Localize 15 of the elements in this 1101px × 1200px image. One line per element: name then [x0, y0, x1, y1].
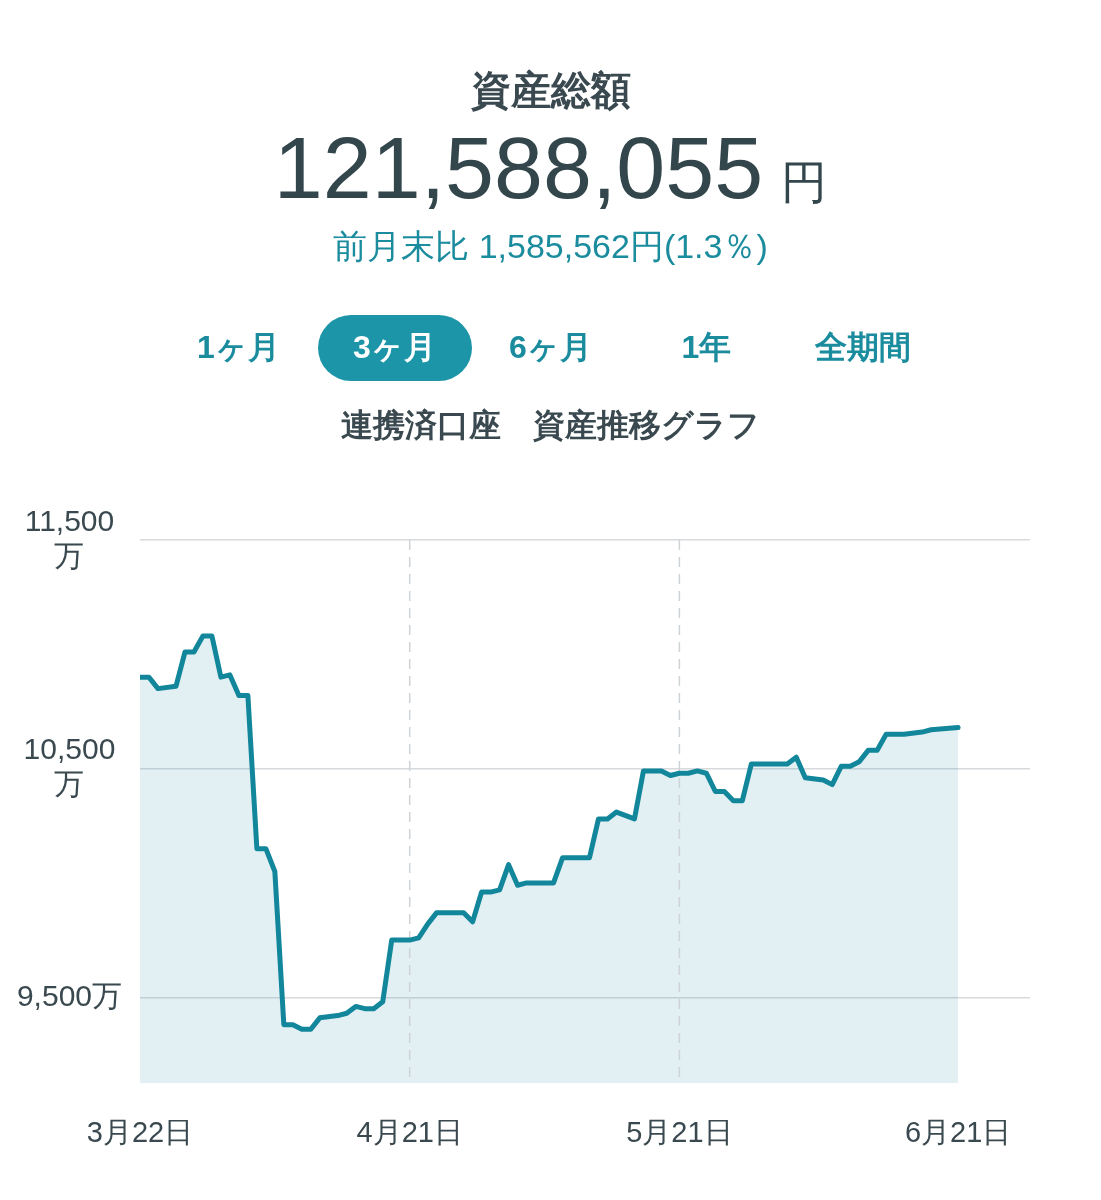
y-tick-label: 9,500万 [16, 978, 122, 1012]
x-tick-label: 3月22日 [86, 1116, 194, 1149]
y-tick-label: 11,500万 [24, 503, 115, 572]
x-tick-label: 5月21日 [626, 1116, 733, 1149]
x-tick-label: 4月21日 [356, 1116, 463, 1149]
chart-title: 連携済口座 資産推移グラフ [340, 406, 761, 445]
category-label: 6ヶ月 [509, 328, 592, 367]
category-label: 3ヶ月 [353, 328, 436, 367]
category-label: 1ヶ月 [197, 328, 280, 367]
y-tick-label: 10,500万 [23, 732, 116, 801]
text: 前月末比 1,585,562円(1.3％) [332, 226, 769, 267]
category-label: 全期間 [814, 328, 911, 367]
text: 資産総額 [469, 67, 632, 114]
x-tick-label: 6月21日 [904, 1116, 1012, 1149]
category-label: 1年 [681, 328, 732, 367]
